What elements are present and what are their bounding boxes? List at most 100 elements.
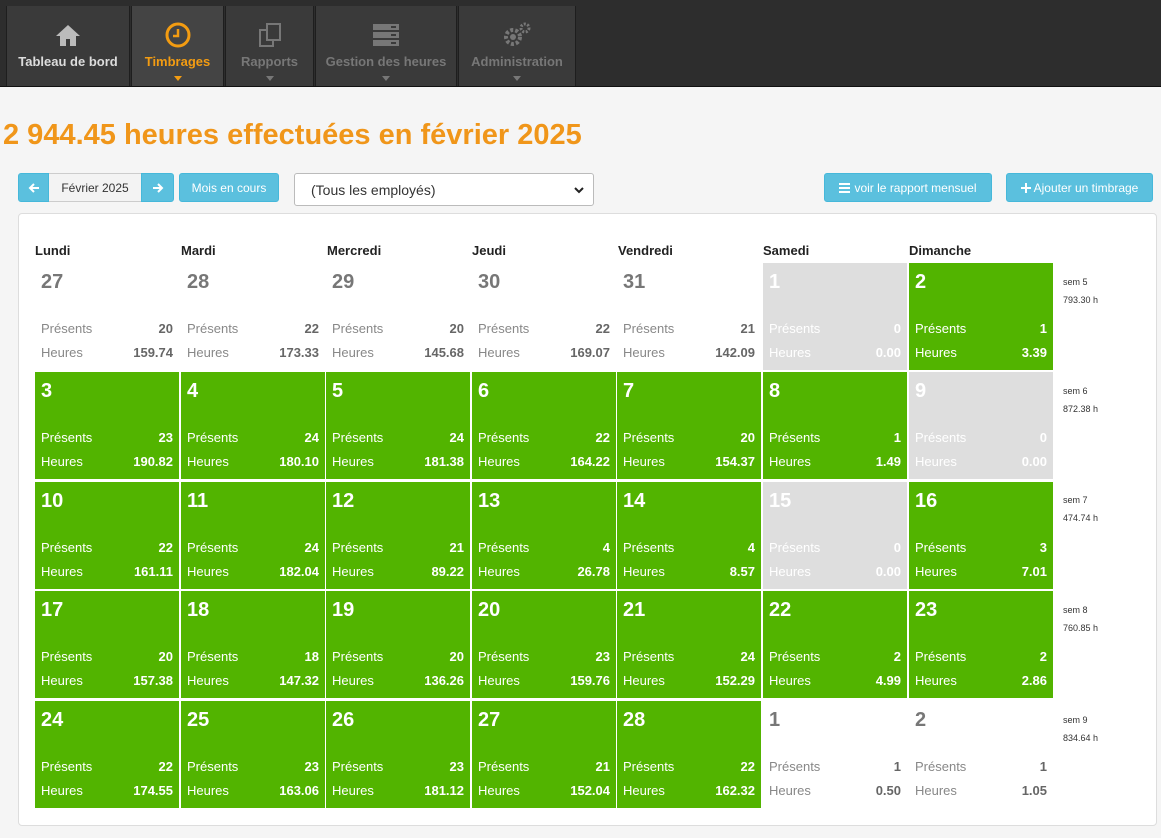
hours-value: 3.39	[1021, 345, 1047, 360]
calendar-day-cell[interactable]: 30 Présents 22 Heures 169.07	[472, 263, 616, 370]
hours-row: Heures 152.29	[623, 673, 755, 688]
calendar-day-cell[interactable]: 18 Présents 18 Heures 147.32	[181, 591, 325, 698]
hours-value: 182.04	[279, 564, 319, 579]
week-summary: sem 7 474.74 h	[1063, 495, 1098, 523]
hours-value: 164.22	[570, 454, 610, 469]
present-label: Présents	[915, 430, 967, 445]
hours-row: Heures 142.09	[623, 345, 755, 360]
hours-row: Heures 152.04	[478, 783, 610, 798]
week-label: sem 6	[1063, 386, 1088, 396]
hours-row: Heures 147.32	[187, 673, 319, 688]
day-number: 13	[478, 490, 501, 512]
hours-value: 181.38	[424, 454, 464, 469]
calendar-day-cell[interactable]: 10 Présents 22 Heures 161.11	[35, 482, 179, 589]
hours-label: Heures	[769, 673, 811, 688]
present-count: 20	[158, 649, 173, 664]
hours-value: 181.12	[424, 783, 464, 798]
calendar-day-cell[interactable]: 16 Présents 3 Heures 7.01	[909, 482, 1053, 589]
add-timbrage-button[interactable]: Ajouter un timbrage	[1006, 173, 1153, 202]
present-row: Présents 18	[187, 649, 319, 664]
day-number: 17	[41, 599, 64, 621]
present-count: 20	[449, 321, 464, 336]
calendar-day-cell[interactable]: 1 Présents 0 Heures 0.00	[763, 263, 907, 370]
hours-value: 162.32	[715, 783, 755, 798]
calendar-day-cell[interactable]: 3 Présents 23 Heures 190.82	[35, 372, 179, 479]
calendar-day-cell[interactable]: 17 Présents 20 Heures 157.38	[35, 591, 179, 698]
present-count: 24	[304, 540, 319, 555]
hours-row: Heures 154.37	[623, 454, 755, 469]
present-row: Présents 24	[332, 430, 464, 445]
nav-item-dashboard[interactable]: Tableau de bord	[6, 6, 130, 86]
add-timbrage-label: Ajouter un timbrage	[1033, 180, 1139, 195]
day-number: 27	[478, 709, 501, 731]
hours-label: Heures	[623, 783, 665, 798]
documents-icon	[226, 20, 313, 50]
day-number: 23	[915, 599, 938, 621]
prev-month-button[interactable]	[18, 173, 49, 202]
calendar-day-cell[interactable]: 6 Présents 22 Heures 164.22	[472, 372, 616, 479]
present-label: Présents	[623, 649, 675, 664]
hours-value: 154.37	[715, 454, 755, 469]
calendar-day-cell[interactable]: 27 Présents 20 Heures 159.74	[35, 263, 179, 370]
calendar-day-cell[interactable]: 15 Présents 0 Heures 0.00	[763, 482, 907, 589]
calendar-day-cell[interactable]: 27 Présents 21 Heures 152.04	[472, 701, 616, 808]
employee-select[interactable]: (Tous les employés)	[294, 173, 594, 206]
nav-item-timbrages[interactable]: Timbrages	[131, 6, 224, 86]
calendar-day-cell[interactable]: 28 Présents 22 Heures 173.33	[181, 263, 325, 370]
hours-value: 26.78	[577, 564, 610, 579]
calendar-day-cell[interactable]: 11 Présents 24 Heures 182.04	[181, 482, 325, 589]
present-count: 22	[158, 759, 173, 774]
calendar-day-cell[interactable]: 12 Présents 21 Heures 89.22	[326, 482, 470, 589]
calendar-day-cell[interactable]: 21 Présents 24 Heures 152.29	[617, 591, 761, 698]
calendar-day-cell[interactable]: 22 Présents 2 Heures 4.99	[763, 591, 907, 698]
present-count: 24	[449, 430, 464, 445]
hours-label: Heures	[478, 345, 520, 360]
monthly-report-button[interactable]: voir le rapport mensuel	[824, 173, 992, 202]
present-row: Présents 21	[478, 759, 610, 774]
present-row: Présents 3	[915, 540, 1047, 555]
calendar-day-cell[interactable]: 28 Présents 22 Heures 162.32	[617, 701, 761, 808]
day-number: 16	[915, 490, 938, 512]
calendar-day-cell[interactable]: 23 Présents 2 Heures 2.86	[909, 591, 1053, 698]
calendar-day-cell[interactable]: 1 Présents 1 Heures 0.50	[763, 701, 907, 808]
hours-label: Heures	[623, 673, 665, 688]
hours-row: Heures 180.10	[187, 454, 319, 469]
day-number: 18	[187, 599, 210, 621]
calendar-day-cell[interactable]: 7 Présents 20 Heures 154.37	[617, 372, 761, 479]
calendar-day-cell[interactable]: 24 Présents 22 Heures 174.55	[35, 701, 179, 808]
week-summary: sem 6 872.38 h	[1063, 386, 1098, 414]
present-row: Présents 22	[187, 321, 319, 336]
calendar-day-cell[interactable]: 25 Présents 23 Heures 163.06	[181, 701, 325, 808]
calendar-day-cell[interactable]: 26 Présents 23 Heures 181.12	[326, 701, 470, 808]
hours-label: Heures	[769, 783, 811, 798]
present-count: 24	[740, 649, 755, 664]
calendar-day-cell[interactable]: 19 Présents 20 Heures 136.26	[326, 591, 470, 698]
hours-label: Heures	[41, 564, 83, 579]
calendar-day-cell[interactable]: 8 Présents 1 Heures 1.49	[763, 372, 907, 479]
day-number: 27	[41, 271, 64, 293]
calendar-day-cell[interactable]: 5 Présents 24 Heures 181.38	[326, 372, 470, 479]
nav-item-gestion-heures[interactable]: Gestion des heures	[315, 6, 457, 86]
calendar-day-cell[interactable]: 20 Présents 23 Heures 159.76	[472, 591, 616, 698]
calendar-day-cell[interactable]: 2 Présents 1 Heures 3.39	[909, 263, 1053, 370]
calendar-day-cell[interactable]: 14 Présents 4 Heures 8.57	[617, 482, 761, 589]
calendar-day-cell[interactable]: 4 Présents 24 Heures 180.10	[181, 372, 325, 479]
nav-item-rapports[interactable]: Rapports	[225, 6, 314, 86]
hours-label: Heures	[915, 673, 957, 688]
calendar-day-cell[interactable]: 29 Présents 20 Heures 145.68	[326, 263, 470, 370]
calendar-day-cell[interactable]: 2 Présents 1 Heures 1.05	[909, 701, 1053, 808]
present-label: Présents	[332, 430, 384, 445]
day-name: Vendredi	[618, 243, 673, 258]
next-month-button[interactable]	[141, 173, 174, 202]
nav-item-administration[interactable]: Administration	[458, 6, 576, 86]
calendar-day-cell[interactable]: 9 Présents 0 Heures 0.00	[909, 372, 1053, 479]
page-title: 2 944.45 heures effectuées en février 20…	[3, 119, 582, 151]
calendar-day-cell[interactable]: 31 Présents 21 Heures 142.09	[617, 263, 761, 370]
calendar-day-cell[interactable]: 13 Présents 4 Heures 26.78	[472, 482, 616, 589]
server-icon	[316, 20, 456, 50]
present-row: Présents 21	[623, 321, 755, 336]
day-name: Dimanche	[909, 243, 972, 258]
current-month-button[interactable]: Mois en cours	[179, 173, 279, 202]
present-count: 1	[893, 759, 901, 774]
hours-row: Heures 161.11	[41, 564, 173, 579]
